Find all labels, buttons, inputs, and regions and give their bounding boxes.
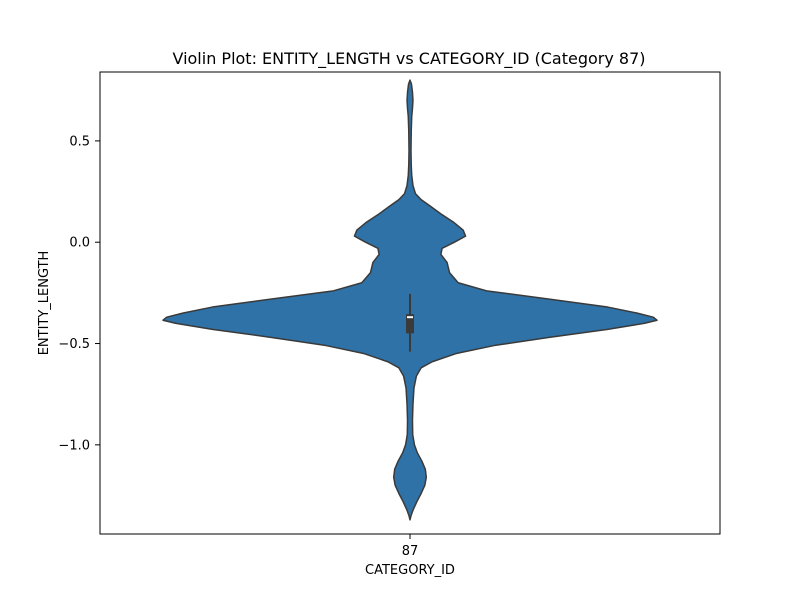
y-tick-label: 0.0: [69, 236, 90, 251]
y-tick-label: −0.5: [58, 337, 90, 352]
x-tick-label: 87: [402, 544, 419, 559]
y-axis-label: ENTITY_LENGTH: [37, 251, 52, 356]
violins-group: [162, 79, 658, 521]
violin-iqr-box: [406, 314, 414, 334]
chart-title: Violin Plot: ENTITY_LENGTH vs CATEGORY_I…: [172, 49, 645, 69]
x-axis-ticks: 87: [402, 534, 419, 559]
y-tick-label: −1.0: [58, 438, 90, 453]
x-axis-label: CATEGORY_ID: [365, 563, 455, 578]
y-axis-ticks: 0.5 0.0 −0.5 −1.0: [58, 134, 100, 453]
y-tick-label: 0.5: [69, 134, 90, 149]
